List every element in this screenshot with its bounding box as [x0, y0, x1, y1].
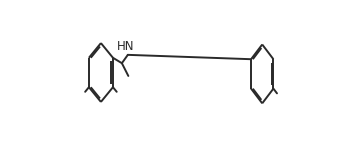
- Text: HN: HN: [117, 40, 135, 53]
